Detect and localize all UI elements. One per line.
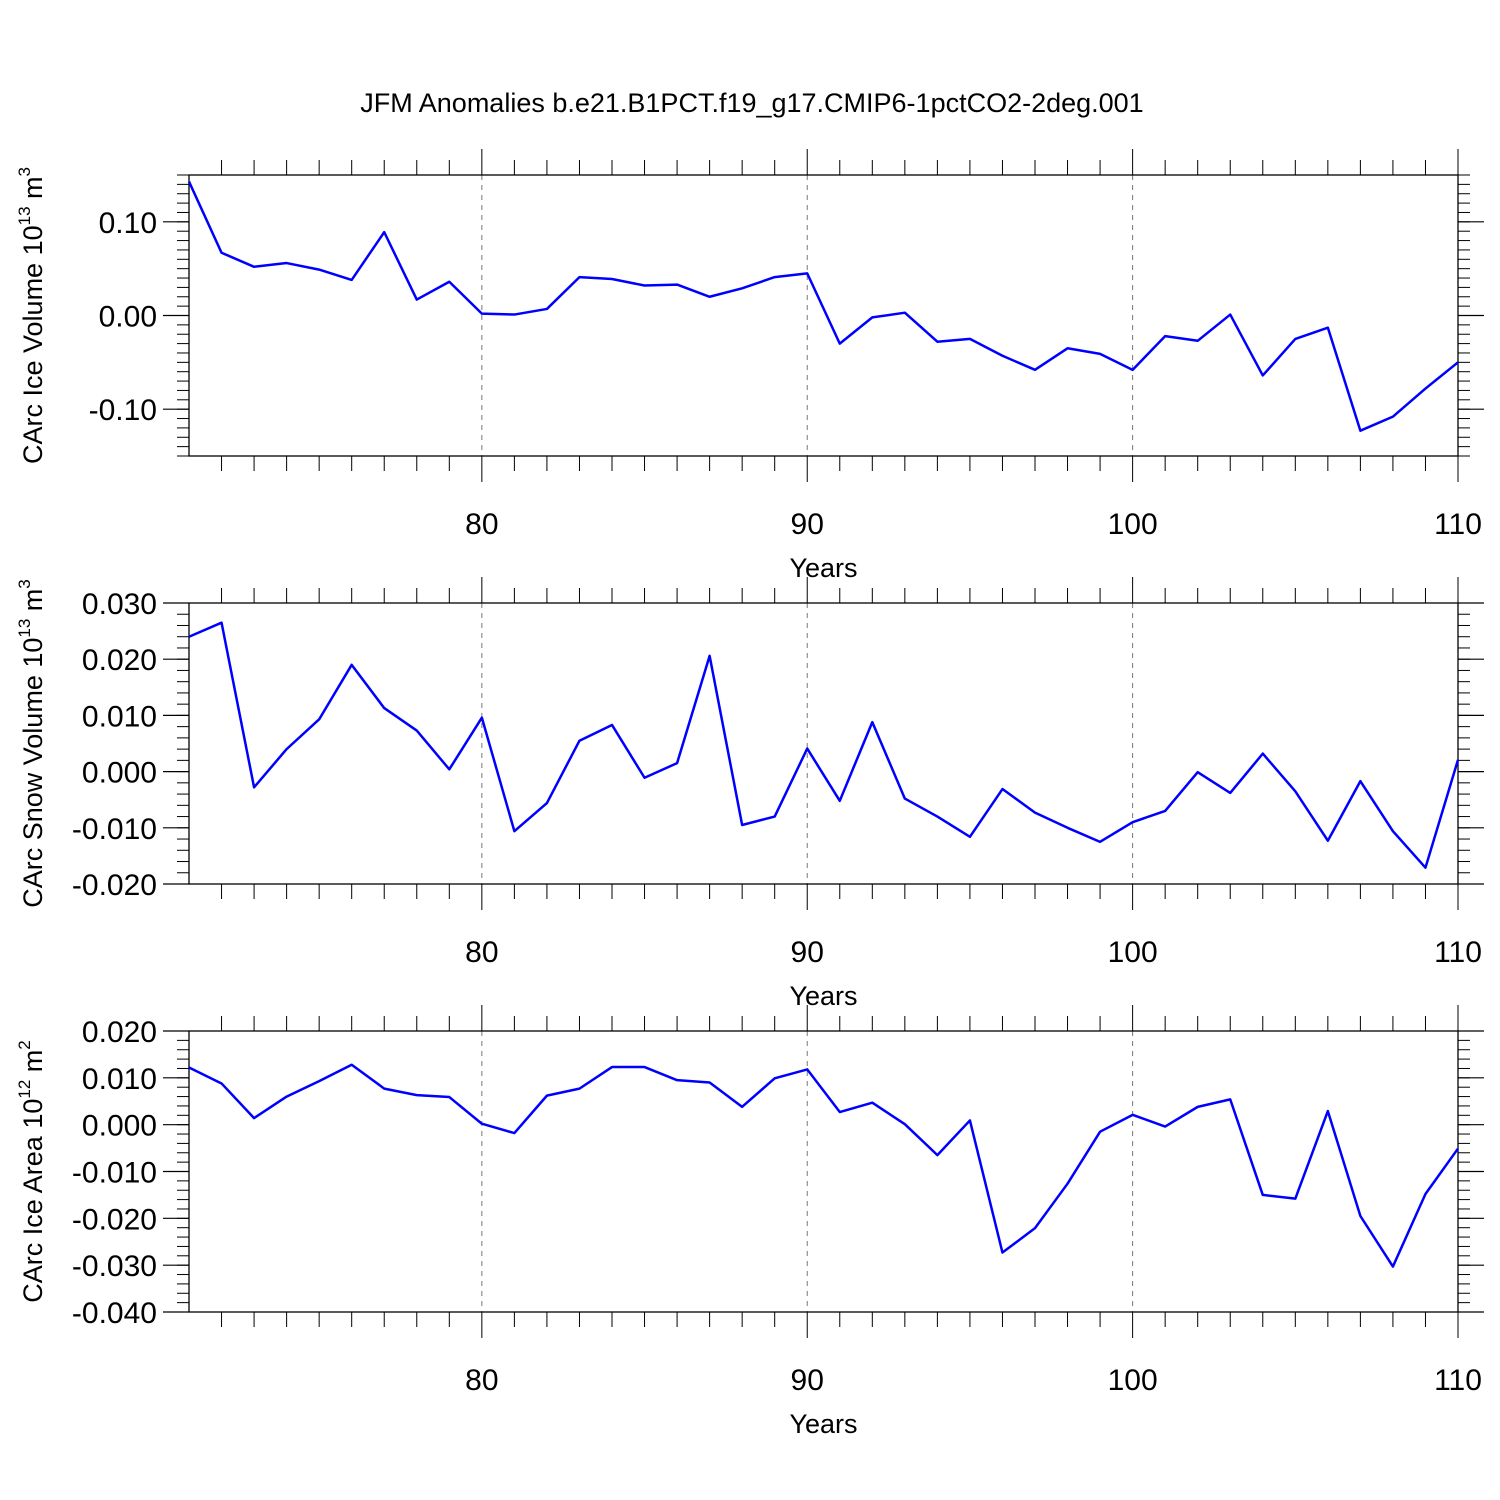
x-tick-label: 110 xyxy=(1434,936,1482,969)
series-line-1 xyxy=(188,1063,1460,1268)
y-tick-label: -0.020 xyxy=(72,869,157,902)
x-tick-label: 80 xyxy=(465,1364,498,1397)
y-axis-label: CArc Ice Area 1012 m2 xyxy=(15,1040,48,1303)
y-axis-label: CArc Snow Volume 1013 m3 xyxy=(15,579,48,908)
y-tick-label: 0.000 xyxy=(82,757,157,790)
chart-panel-1: 0.10 0.00 -0.10 80 90 100 110 Years CArc Ice Vol… xyxy=(15,149,1484,583)
x-tick-label: 90 xyxy=(791,1364,824,1397)
chart-panel-3: 0.020 0.010 0.000 -0.010 -0.020 -0.030 -0.040 8… xyxy=(15,1005,1484,1439)
y-axis-label: CArc Ice Volume 1013 m3 xyxy=(15,167,48,464)
y-tick-label: -0.030 xyxy=(72,1250,157,1283)
y-tick-label: -0.10 xyxy=(89,394,157,427)
y-tick-label: 0.010 xyxy=(82,1063,157,1096)
y-tick-label: 0.00 xyxy=(99,301,157,334)
series-line-1 xyxy=(187,181,1459,432)
series-line-1 xyxy=(188,621,1460,869)
y-tick-label: -0.010 xyxy=(72,813,157,846)
y-tick-label: 0.030 xyxy=(82,588,157,621)
x-axis-label: Years xyxy=(789,553,857,583)
y-tick-label: 0.020 xyxy=(82,1016,157,1049)
x-tick-label: 90 xyxy=(791,508,824,541)
x-tick-label: 110 xyxy=(1434,1364,1482,1397)
x-tick-label: 80 xyxy=(465,508,498,541)
y-tick-label: -0.020 xyxy=(72,1203,157,1236)
x-tick-label: 110 xyxy=(1434,508,1482,541)
y-tick-label: 0.020 xyxy=(82,644,157,677)
x-axis-label: Years xyxy=(789,981,857,1011)
x-tick-label: 90 xyxy=(791,936,824,969)
x-axis-label: Years xyxy=(789,1409,857,1439)
y-tick-label: 0.000 xyxy=(82,1110,157,1143)
y-tick-label: -0.040 xyxy=(72,1297,157,1330)
x-tick-label: 100 xyxy=(1108,508,1158,541)
x-tick-label: 80 xyxy=(465,936,498,969)
plot-frame xyxy=(188,602,1459,885)
y-tick-label: 0.010 xyxy=(82,700,157,733)
x-tick-label: 100 xyxy=(1108,936,1158,969)
y-tick-label: 0.10 xyxy=(99,207,157,240)
x-tick-label: 100 xyxy=(1108,1364,1158,1397)
plot-frame xyxy=(188,174,1459,457)
y-tick-label: -0.010 xyxy=(72,1157,157,1190)
chart-panel-2: 0.030 0.020 0.010 0.000 -0.010 -0.020 80 90 100 1… xyxy=(15,577,1484,1011)
chart-title: JFM Anomalies b.e21.B1PCT.f19_g17.CMIP6-… xyxy=(360,88,1143,118)
plot-frame xyxy=(188,1030,1459,1313)
